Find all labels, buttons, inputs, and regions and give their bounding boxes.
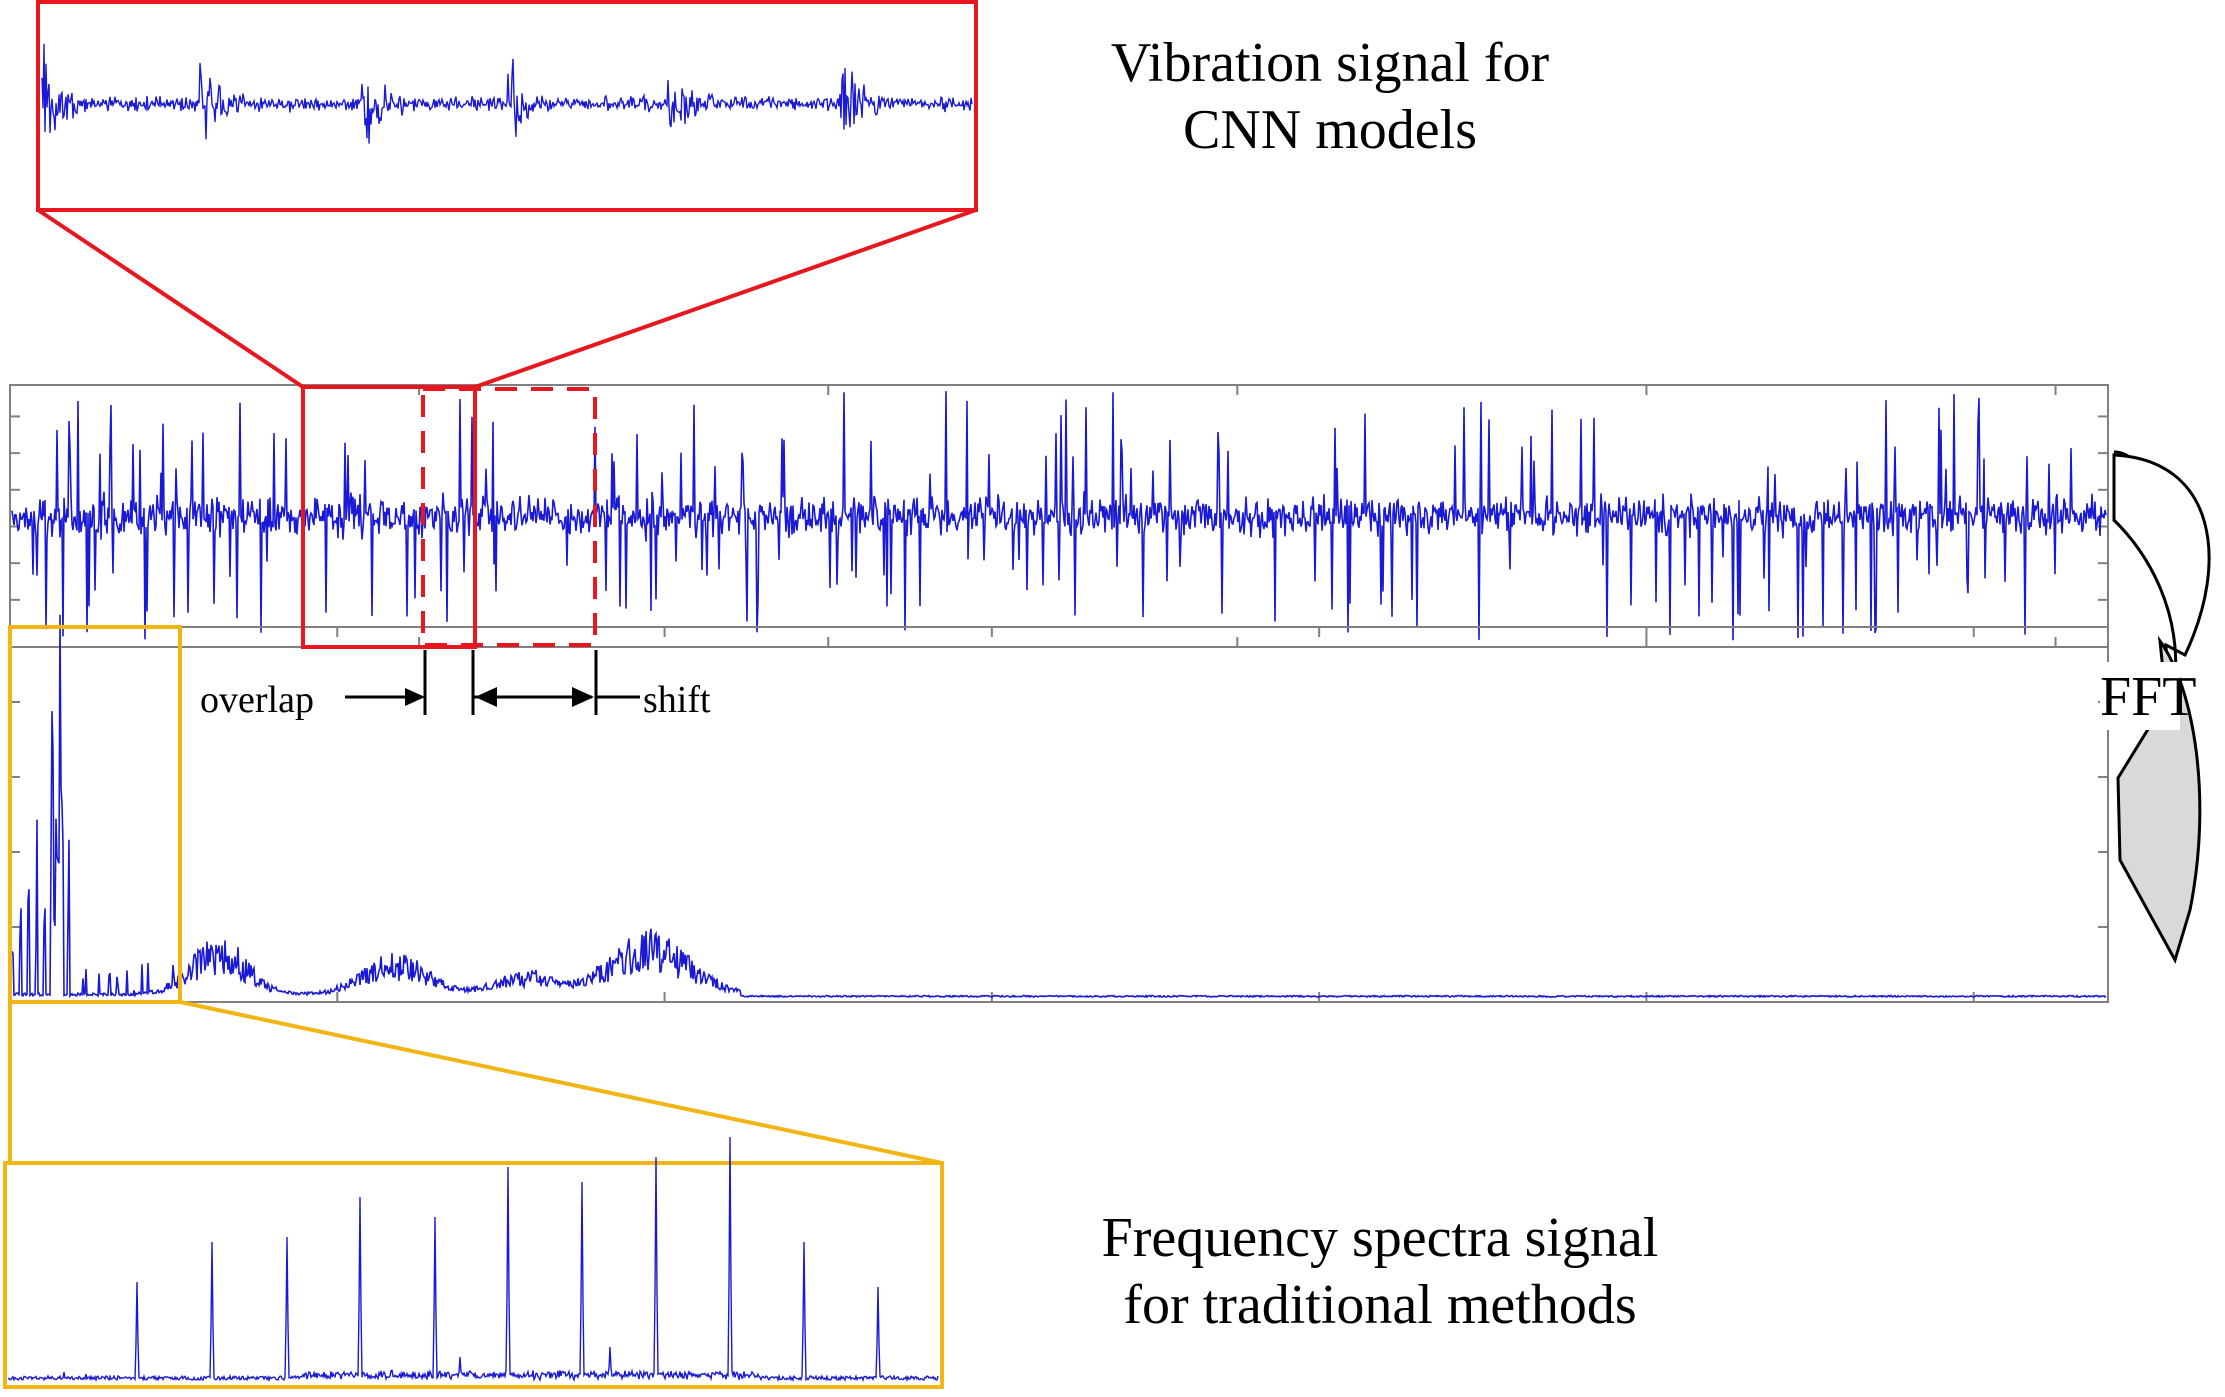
window-annotation: overlap shift [200,650,711,721]
spectrum-plot-ticks [10,627,2108,1002]
spectrum-plot-frame [9,626,2109,1003]
fft-arrow-group: FFT [2100,450,2211,964]
sliding-window-group [301,385,597,649]
spectra-caption-line1: Frequency spectra signal [1101,1207,1659,1269]
shift-label: shift [643,679,711,721]
shift-arrowhead-right [572,687,594,707]
spectrum-zoom-box [3,1161,944,1389]
vibration-caption: Vibration signal for CNN models [1030,30,1630,164]
vibration-caption-line1: Vibration signal for [1110,32,1550,94]
vibration-zoom-group [36,0,978,389]
fft-label-bg [2100,662,2180,730]
vibration-signal-plot [9,384,2109,648]
spectrum-plot [9,614,2109,1003]
spectra-caption-line2: for traditional methods [1123,1274,1637,1337]
current-window-box [301,385,477,649]
overlap-arrowhead [405,688,425,706]
spectrum-zoom-trace [7,1136,939,1383]
spectra-caption: Frequency spectra signal for traditional… [1030,1205,1730,1339]
shifted-window-box [421,387,597,647]
spectrum-zoom-group [3,625,944,1389]
vibration-plot-ticks [10,385,2108,647]
vibration-plot-frame [9,384,2109,648]
overlap-label: overlap [200,679,314,721]
vibration-zoom-trace [41,43,973,144]
fft-label: FFT [2100,666,2197,728]
zoom-connector-left [36,208,305,389]
spectrum-selection-box [8,625,182,1004]
vibration-signal-trace [11,391,2107,641]
spectrum-zoom-connector-right [179,1000,943,1165]
shift-arrowhead-left [475,687,497,707]
vibration-caption-line2: CNN models [1183,99,1477,162]
zoom-connector-right [474,208,977,389]
spectrum-trace [11,614,2107,999]
